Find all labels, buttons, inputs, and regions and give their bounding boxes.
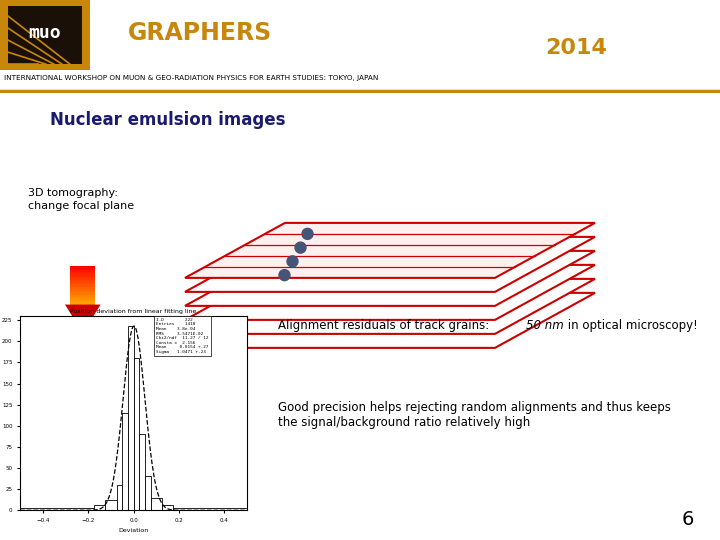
Text: muo: muo	[29, 24, 61, 42]
Bar	[71, 298, 95, 300]
Bar	[71, 291, 95, 292]
Bar	[71, 285, 95, 286]
Polygon shape	[185, 237, 595, 292]
Circle shape	[295, 242, 306, 253]
Text: INTERNATIONAL WORKSHOP ON MUON & GEO-RADIATION PHYSICS FOR EARTH STUDIES: TOKYO,: INTERNATIONAL WORKSHOP ON MUON & GEO-RAD…	[4, 76, 379, 82]
Circle shape	[287, 256, 298, 267]
Text: 50 nm: 50 nm	[526, 319, 564, 332]
Bar	[71, 267, 95, 269]
Bar	[134, 358, 139, 510]
Bar	[71, 272, 95, 273]
Text: Good precision helps rejecting random alignments and thus keeps
the signal/backg: Good precision helps rejecting random al…	[278, 401, 671, 429]
Bar	[162, 505, 174, 510]
X-axis label: Deviation: Deviation	[118, 529, 149, 534]
Bar	[71, 294, 95, 295]
Text: NOV.12: NOV.12	[545, 13, 602, 27]
Bar	[150, 498, 162, 510]
Text: 6: 6	[681, 510, 694, 529]
Bar	[71, 283, 95, 285]
Bar	[174, 508, 247, 510]
Polygon shape	[185, 265, 595, 320]
Text: 3D tomography:: 3D tomography:	[28, 188, 118, 198]
Bar	[71, 281, 95, 283]
Bar	[71, 300, 95, 301]
Bar	[117, 485, 122, 510]
Text: in optical microscopy!: in optical microscopy!	[564, 319, 698, 332]
Title: Position deviation from linear fitting line: Position deviation from linear fitting l…	[71, 309, 197, 314]
Bar	[71, 286, 95, 287]
Bar	[71, 273, 95, 275]
Bar	[71, 271, 95, 272]
Bar	[71, 287, 95, 289]
Bar	[71, 276, 95, 278]
Bar	[71, 292, 95, 294]
Bar	[71, 278, 95, 280]
Polygon shape	[185, 293, 595, 348]
Bar	[71, 301, 95, 303]
Polygon shape	[65, 305, 101, 333]
Bar	[71, 303, 95, 305]
Bar	[71, 289, 95, 291]
Bar	[122, 413, 128, 510]
Text: Nuclear emulsion images: Nuclear emulsion images	[50, 111, 286, 129]
Bar	[0, 0, 90, 70]
Bar	[139, 434, 145, 510]
Bar	[71, 269, 95, 271]
Bar	[71, 295, 95, 297]
Bar	[145, 476, 150, 510]
Bar	[8, 6, 82, 64]
Text: Alignment residuals of track grains:: Alignment residuals of track grains:	[278, 319, 493, 332]
Circle shape	[279, 269, 290, 281]
Text: GRAPHERS: GRAPHERS	[128, 21, 272, 45]
Bar	[71, 280, 95, 281]
Bar	[71, 297, 95, 298]
Bar	[94, 505, 105, 510]
Text: I.D        222
Entries    1410
Mean    3.8e-04
RMS     3.5471E-02
Chi2/ndf  11.2: I.D 222 Entries 1410 Mean 3.8e-04 RMS 3.…	[156, 318, 209, 354]
Bar	[105, 500, 117, 510]
Polygon shape	[185, 251, 595, 306]
Text: 2014: 2014	[545, 38, 607, 58]
Bar	[71, 266, 95, 267]
Polygon shape	[185, 223, 595, 278]
Bar	[71, 275, 95, 276]
Circle shape	[302, 228, 313, 239]
Bar	[20, 508, 94, 510]
Text: change focal plane: change focal plane	[28, 201, 134, 211]
Polygon shape	[185, 279, 595, 334]
Bar	[128, 326, 134, 510]
